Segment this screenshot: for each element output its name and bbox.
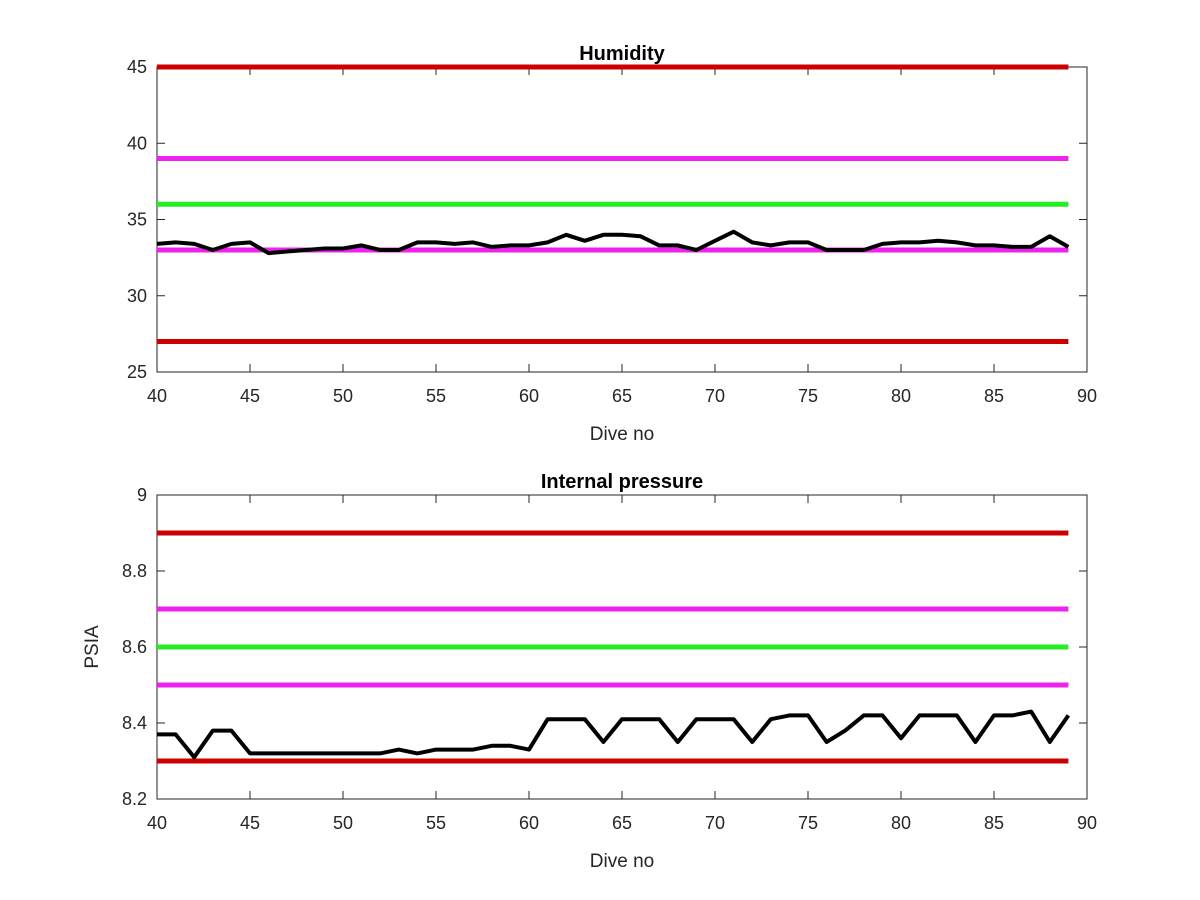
internal-pressure-x-tick-label: 90 (1077, 813, 1097, 833)
humidity-panel: 40 45 50 55 60 65 70 75 80 85 90 25 30 35 40 45 Humidity… (127, 43, 1097, 445)
internal-pressure-title: Internal pressure (541, 471, 703, 493)
internal-pressure-x-tick-label: 55 (426, 813, 446, 833)
humidity-y-tick-label: 35 (127, 210, 147, 230)
internal-pressure-y-tick-label: 9 (137, 485, 147, 505)
internal-pressure-x-tick-label: 80 (891, 813, 911, 833)
internal-pressure-x-axis-label: Dive no (590, 851, 654, 872)
humidity-x-tick-label: 90 (1077, 386, 1097, 406)
humidity-series-line (156, 229, 1070, 256)
humidity-x-tick-label: 40 (147, 386, 167, 406)
humidity-x-tick-label: 80 (891, 386, 911, 406)
internal-pressure-series-line (157, 709, 1071, 760)
internal-pressure-x-tick-label: 70 (705, 813, 725, 833)
internal-pressure-y-tick-label: 8.8 (122, 561, 147, 581)
internal-pressure-y-tick-label: 8.4 (122, 713, 147, 733)
internal-pressure-x-tick-label: 65 (612, 813, 632, 833)
internal-pressure-panel: 40 45 50 55 60 65 70 75 80 85 90 8.2 8.4 8.6 8.8 9 Inter… (82, 471, 1097, 872)
humidity-title: Humidity (579, 43, 665, 65)
humidity-x-tick-label: 75 (798, 386, 818, 406)
internal-pressure-x-tick-label: 60 (519, 813, 539, 833)
internal-pressure-x-tick-label: 75 (798, 813, 818, 833)
humidity-y-tick-label: 30 (127, 286, 147, 306)
internal-pressure-x-tick-label: 50 (333, 813, 353, 833)
internal-pressure-y-tick-label: 8.2 (122, 789, 147, 809)
humidity-y-tick-label: 45 (127, 57, 147, 77)
humidity-y-tick-label: 25 (127, 362, 147, 382)
humidity-x-tick-label: 70 (705, 386, 725, 406)
internal-pressure-x-tick-label: 85 (984, 813, 1004, 833)
humidity-x-tick-label: 85 (984, 386, 1004, 406)
humidity-x-tick-label: 45 (240, 386, 260, 406)
humidity-x-axis-label: Dive no (590, 424, 654, 445)
humidity-x-tick-label: 50 (333, 386, 353, 406)
humidity-x-tick-label: 60 (519, 386, 539, 406)
humidity-x-tick-label: 55 (426, 386, 446, 406)
humidity-x-tick-label: 65 (612, 386, 632, 406)
internal-pressure-y-axis-label: PSIA (82, 625, 103, 669)
humidity-y-tick-label: 40 (127, 133, 147, 153)
internal-pressure-y-tick-label: 8.6 (122, 637, 147, 657)
internal-pressure-x-tick-label: 40 (147, 813, 167, 833)
internal-pressure-x-tick-label: 45 (240, 813, 260, 833)
